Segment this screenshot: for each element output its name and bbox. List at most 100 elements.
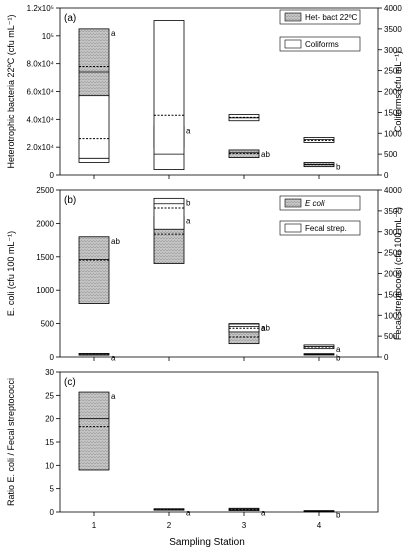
panel-2: 0 500 1000 1500 2000 2500 0 500 1000 1500 2000 2500… [6,186,403,363]
right-tick-label: 1500 [384,290,402,299]
right-tick-label: 3000 [384,46,402,55]
y-axis-right-label: Fecal streptococci (cfu 100 mL⁻¹) [393,207,403,340]
legend-entry: Fecal strep. [279,220,361,236]
box-open-station-3: a [228,323,266,333]
left-tick-label: 10 [45,461,54,470]
significance-label: a [336,345,341,354]
legend-label: Het- bact 22ºC [305,13,358,22]
left-tick-label: 5 [50,485,55,494]
significance-label: a [261,324,266,333]
box-filled-station-3: a [228,507,266,517]
panel-label: (a) [64,13,76,24]
right-tick-label: 3500 [384,25,402,34]
box-filled-station-1: a [78,28,116,98]
right-tick-label: 0 [384,171,389,180]
box-filled-station-1: a [78,391,116,471]
right-tick-label: 1500 [384,108,402,117]
legend-entry: E coli [279,195,361,211]
left-tick-label: 2.0x10⁴ [27,143,55,152]
x-tick-label: 2 [167,521,172,530]
left-tick-label: 1.2x10⁵ [27,4,54,13]
panel-label: (b) [64,195,76,206]
right-tick-label: 3500 [384,207,402,216]
significance-label: a [111,353,116,362]
left-tick-label: 1000 [36,286,54,295]
legend-entry: Het- bact 22ºC [279,9,361,25]
left-tick-label: 1500 [36,253,54,262]
x-axis-label: Sampling Station [169,537,245,548]
left-tick-label: 2500 [36,186,54,195]
legend-label: E coli [305,199,325,208]
significance-label: ab [261,150,270,159]
left-tick-label: 0 [50,171,55,180]
panel-3: 0 5 10 15 20 25 30 1 2 3 4 (c) Ratio E. coli / Fecal… [6,368,379,530]
box-open-station-4 [303,137,335,143]
box-iqr [78,391,110,471]
y-axis-right-label: Coliforms (cfu mL⁻¹) [393,51,403,132]
legend-swatch [284,39,302,49]
left-tick-label: 25 [45,391,54,400]
right-tick-label: 500 [384,150,398,159]
right-tick-label: 3000 [384,228,402,237]
box-open-station-4: a [303,344,341,354]
legend-entry: Coliforms [279,36,361,52]
left-tick-label: 2000 [36,219,54,228]
significance-label: a [186,509,191,518]
left-tick-label: 30 [45,368,54,377]
significance-label: ab [261,324,270,333]
significance-label: b [336,354,341,363]
box-iqr [78,236,110,304]
significance-label: a [186,126,191,135]
box-open-station-1: a [78,353,116,362]
x-tick-label: 1 [92,521,97,530]
right-tick-label: 2500 [384,67,402,76]
left-tick-label: 6.0x10⁴ [27,88,55,97]
box-open-station-1 [78,95,110,163]
right-tick-label: 1000 [384,129,402,138]
box-iqr [78,28,110,98]
significance-label: a [261,508,266,517]
left-tick-label: 15 [45,438,54,447]
panel-label: (c) [64,377,76,388]
y-axis-left-label: E. coli (cfu 100 mL⁻¹) [6,231,16,316]
significance-label: ab [111,237,120,246]
box-filled-station-4: b [303,510,341,520]
box-open-station-3 [228,114,260,122]
right-tick-label: 2000 [384,88,402,97]
box-open-station-2: b [153,197,191,230]
significance-label: a [111,29,116,38]
legend-swatch [284,12,302,22]
box-iqr [78,95,110,163]
left-tick-label: 10⁵ [42,32,54,41]
box-filled-station-4: b [303,353,341,363]
left-tick-label: 8.0x10⁴ [27,60,55,69]
box-iqr [153,197,185,230]
legend-swatch [284,223,302,233]
significance-label: a [111,392,116,401]
panel-1: 0 2.0x10⁴ 4.0x10⁴ 6.0x10⁴ 8.0x10⁴ 10⁵ 1.2x10⁵ 0… [6,4,403,180]
x-tick-label: 3 [242,521,247,530]
left-tick-label: 20 [45,415,54,424]
box-filled-station-3: ab [228,149,270,159]
box-open-station-2 [153,20,185,170]
y-axis-left-label: Ratio E. coli / Fecal streptococci [6,378,16,506]
x-tick-label: 4 [317,521,322,530]
right-tick-label: 2500 [384,249,402,258]
significance-label: b [336,162,341,171]
legend-swatch [284,198,302,208]
right-tick-label: 4000 [384,4,402,13]
legend-label: Coliforms [305,40,339,49]
box-filled-station-4: b [303,162,341,171]
left-tick-label: 500 [41,320,55,329]
right-tick-label: 1000 [384,311,402,320]
significance-label: b [336,511,341,520]
box-filled-station-2: a [153,508,191,518]
right-tick-label: 2000 [384,270,402,279]
left-tick-label: 0 [50,508,55,517]
significance-label: b [186,198,191,207]
y-axis-left-label: Heterotrophic bacteria 22ºC (cfu mL⁻¹) [6,14,16,168]
box-iqr [153,20,185,170]
right-tick-label: 4000 [384,186,402,195]
left-tick-label: 4.0x10⁴ [27,115,55,124]
